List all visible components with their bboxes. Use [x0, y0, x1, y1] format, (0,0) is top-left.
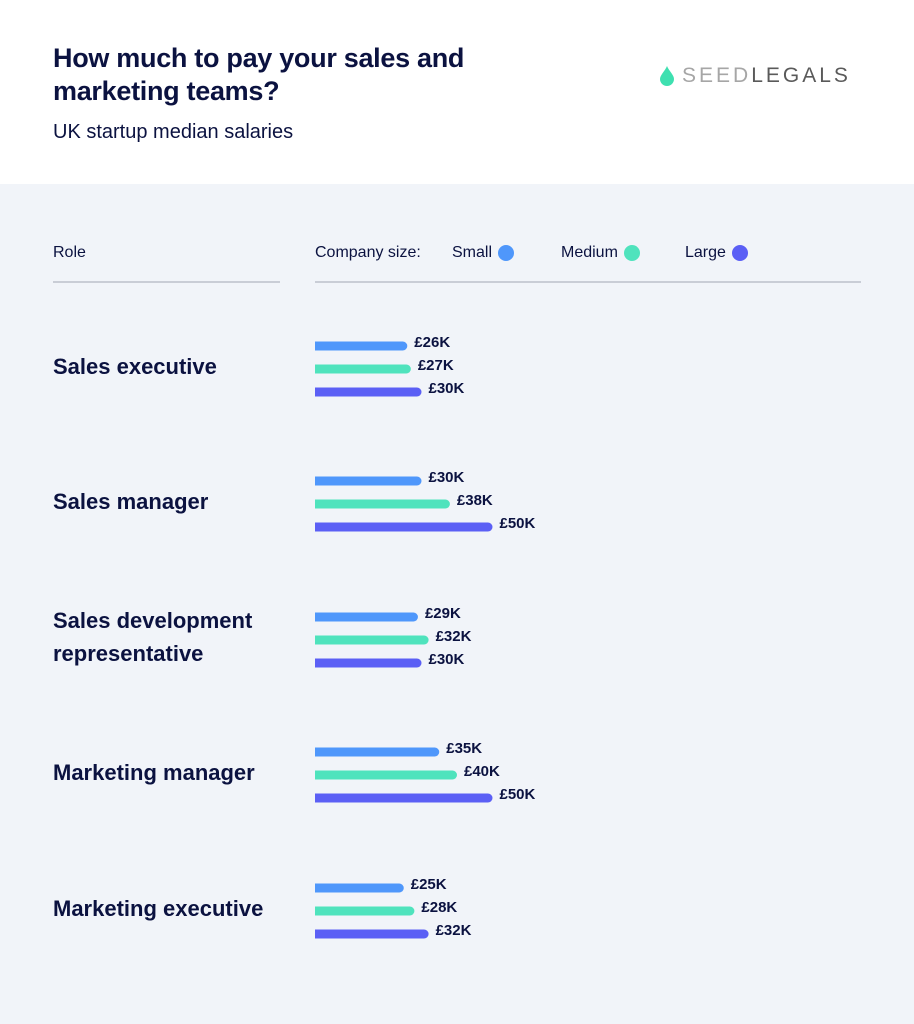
role-column-header: Role	[53, 244, 86, 261]
value-label: £30K	[429, 380, 465, 397]
value-label: £38K	[457, 492, 493, 509]
value-label: £30K	[429, 651, 465, 668]
value-label: £30K	[429, 469, 465, 486]
legend-dot-icon	[731, 245, 748, 261]
bar-large	[315, 658, 422, 668]
bar-small	[315, 341, 408, 351]
page-title: How much to pay your sales and marketing…	[53, 43, 465, 106]
bar-large	[315, 522, 493, 532]
value-label: £28K	[421, 899, 457, 916]
value-label: £25K	[411, 876, 447, 893]
role-label: Sales manager	[53, 488, 209, 514]
legend-large: Large	[685, 244, 748, 262]
company-size-label: Company size:	[315, 244, 421, 261]
value-label: £27K	[418, 357, 454, 374]
bar-small	[315, 612, 418, 622]
legend-dot-icon	[623, 245, 640, 261]
bar-medium	[315, 499, 450, 509]
value-label: £50K	[500, 515, 536, 532]
role-label: Sales development representative	[53, 608, 253, 666]
droplet-icon	[660, 66, 674, 86]
legend-medium: Medium	[561, 244, 640, 262]
legend-dot-icon	[498, 245, 515, 261]
bar-large	[315, 929, 429, 939]
bar-large	[315, 387, 422, 397]
value-label: £29K	[425, 605, 461, 622]
bar-medium	[315, 364, 411, 374]
value-label: £35K	[446, 740, 482, 757]
role-label: Marketing manager	[53, 759, 255, 785]
bar-large	[315, 793, 493, 803]
bar-medium	[315, 635, 429, 645]
header: How much to pay your sales and marketing…	[0, 0, 914, 184]
bar-small	[315, 747, 440, 757]
value-label: £40K	[464, 763, 500, 780]
bar-small	[315, 476, 422, 486]
value-label: £32K	[436, 922, 472, 939]
value-label: £26K	[414, 334, 450, 351]
legend-small: Small	[452, 244, 515, 262]
bar-small	[315, 883, 404, 893]
bar-medium	[315, 906, 415, 916]
role-label: Marketing executive	[53, 895, 264, 921]
divider	[53, 281, 280, 283]
value-label: £32K	[436, 628, 472, 645]
page-subtitle: UK startup median salaries	[53, 121, 294, 143]
bar-medium	[315, 770, 457, 780]
seedlegals-logo: SEEDLEGALS	[660, 64, 851, 88]
role-label: Sales executive	[53, 353, 217, 379]
value-label: £50K	[500, 786, 536, 803]
divider	[315, 281, 861, 283]
